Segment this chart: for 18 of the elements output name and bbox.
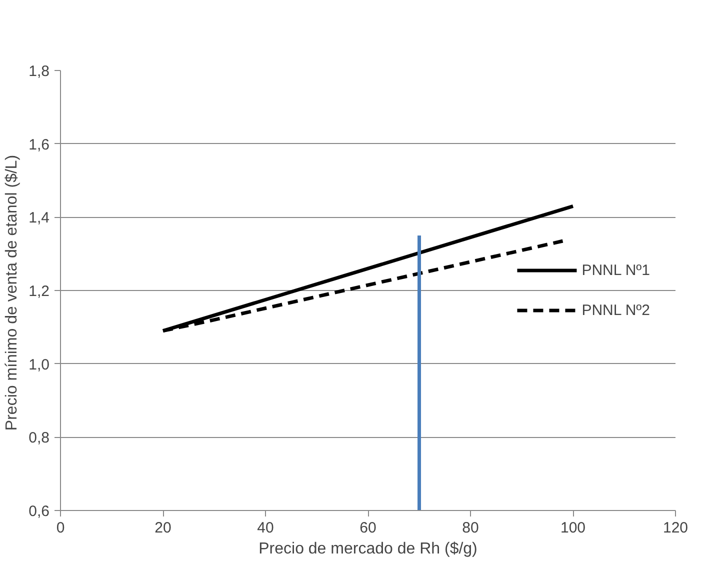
x-tick-label: 20 <box>154 520 172 536</box>
legend-label: PNNL Nº1 <box>582 262 650 278</box>
x-tick-label: 100 <box>560 520 586 536</box>
x-tick-label: 80 <box>462 520 479 536</box>
y-tick-label: 0,6 <box>28 503 50 520</box>
y-tick-label: 1,6 <box>28 136 50 154</box>
y-tick-label: 1,0 <box>28 356 50 374</box>
x-tick-label: 40 <box>257 520 274 536</box>
x-tick-label: 0 <box>56 520 65 536</box>
y-tick-label: 1,4 <box>28 210 50 227</box>
x-axis-title: Precio de mercado de Rh ($/g) <box>258 540 478 558</box>
y-tick-label: 0,8 <box>28 430 50 447</box>
legend-label: PNNL Nº2 <box>582 302 650 318</box>
y-tick-label: 1,8 <box>28 63 50 80</box>
x-tick-label: 120 <box>662 520 688 536</box>
x-tick-label: 60 <box>360 520 376 536</box>
y-tick-label: 1,2 <box>28 283 50 300</box>
y-axis-title: Precio mínimo de venta de etanol ($/L) <box>4 154 21 431</box>
